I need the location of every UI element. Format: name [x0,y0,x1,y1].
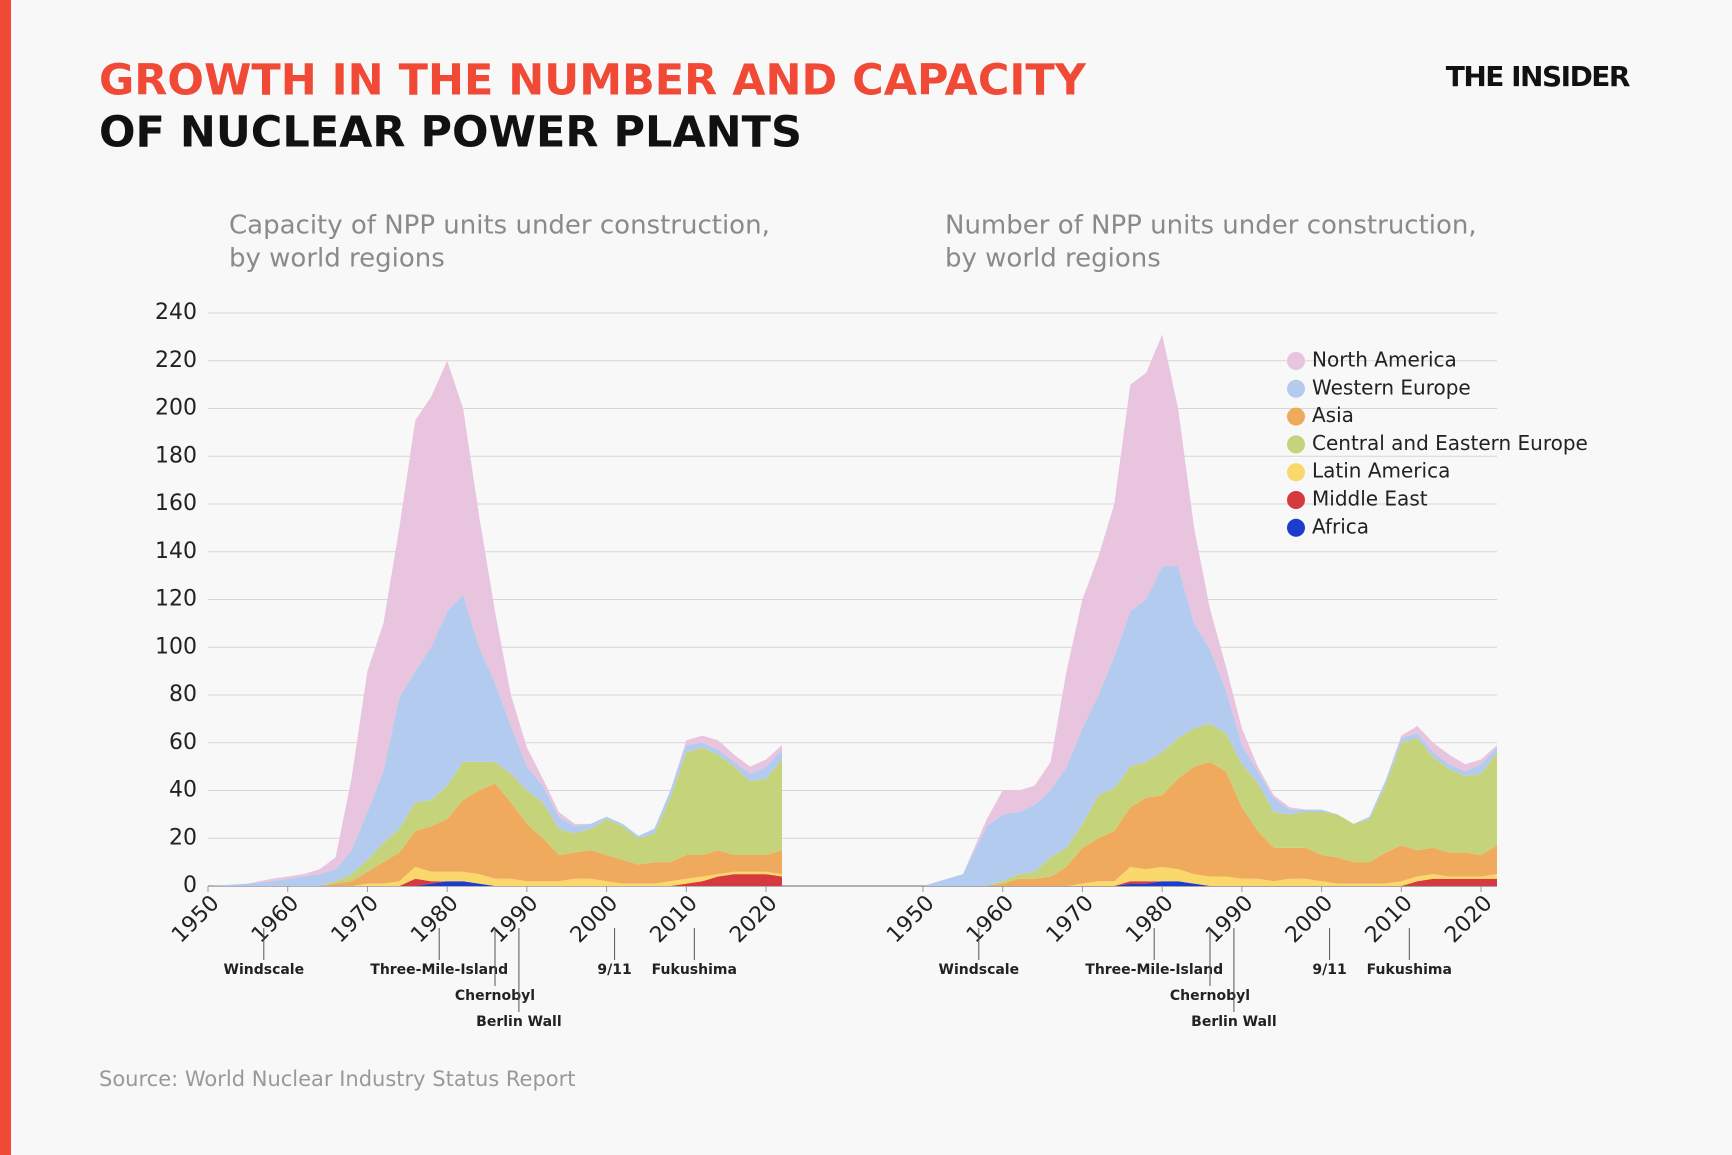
legend-label: Central and Eastern Europe [1312,431,1588,455]
legend-swatch [1287,518,1305,537]
area [208,866,782,886]
event-label: 9/11 [1312,962,1346,978]
event-label: Windscale [224,962,305,978]
area [208,747,782,886]
area [208,594,782,886]
area [208,783,782,886]
event-label: Fukushima [652,962,737,978]
event-label: Three-Mile-Island [370,962,508,978]
legend-swatch [1287,491,1305,509]
title-line: GROWTH IN THE NUMBER AND CAPACITY [99,56,1087,106]
y-tick-label: 80 [169,682,197,707]
event-label: Three-Mile-Island [1085,962,1223,978]
event-label: Berlin Wall [476,1014,562,1030]
area [923,878,1497,886]
area [923,866,1497,886]
brand: THE INSIDER [1446,60,1630,93]
area [923,761,1497,886]
source: Source: World Nuclear Industry Status Re… [99,1067,576,1091]
y-tick-label: 220 [155,348,197,373]
y-tick-label: 140 [155,539,197,564]
y-tick-label: 0 [183,873,197,898]
legend-label: Middle East [1312,487,1428,511]
chart-subtitle: Number of NPP units under construction, [945,211,1477,241]
event-label: 9/11 [597,962,631,978]
y-tick-label: 200 [155,396,197,421]
y-tick-label: 240 [155,300,197,325]
y-tick-label: 180 [155,443,197,468]
area [208,874,782,886]
event-label: Chernobyl [455,988,535,1004]
legend-swatch [1287,379,1305,398]
legend-label: Africa [1312,514,1369,538]
area [923,723,1497,886]
chart-subtitle: by world regions [229,244,445,274]
event-label: Windscale [939,962,1020,978]
y-tick-label: 120 [155,587,197,612]
event-label: Fukushima [1367,962,1452,978]
legend-swatch [1287,435,1305,454]
legend-label: Western Europe [1312,375,1471,399]
legend-label: Latin America [1312,459,1450,483]
chart-subtitle: Capacity of NPP units under construction… [229,211,770,241]
legend-label: North America [1312,348,1457,372]
y-tick-label: 100 [155,634,197,659]
y-tick-label: 40 [169,778,197,803]
event-label: Chernobyl [1170,988,1250,1004]
legend-swatch [1287,407,1305,426]
area [208,360,782,886]
area [923,334,1497,886]
accent-bar [0,0,11,1155]
event-label: Berlin Wall [1191,1014,1277,1030]
legend-swatch [1287,463,1305,482]
legend-label: Asia [1312,403,1354,427]
legend-swatch [1287,352,1305,370]
chart-subtitle: by world regions [945,244,1161,274]
y-tick-label: 60 [169,730,197,755]
title-line: OF NUCLEAR POWER PLANTS [99,108,802,158]
y-tick-label: 20 [169,825,197,850]
area [923,566,1497,886]
y-tick-label: 160 [155,491,197,516]
